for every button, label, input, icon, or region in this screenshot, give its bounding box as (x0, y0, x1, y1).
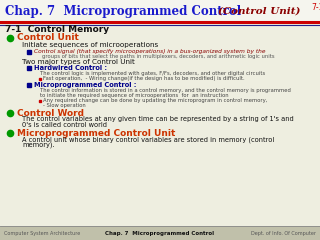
Text: Two major types of Control Unit: Two major types of Control Unit (22, 59, 135, 65)
Bar (0, 0, 320, 22)
Text: groups of bits that select the paths in multiplexers, decoders, and arithmetic l: groups of bits that select the paths in … (42, 54, 275, 59)
Text: Fast operation,  - Wiring change(if the design has to be modified) is difficult.: Fast operation, - Wiring change(if the d… (43, 76, 244, 81)
Text: - Slow operation: - Slow operation (43, 103, 86, 108)
Text: The control logic is implemented with gates, F/Fs, decoders, and other digital c: The control logic is implemented with ga… (40, 71, 265, 76)
Text: 7-1: 7-1 (311, 2, 320, 12)
Text: Any required change can be done by updating the microprogram in control memory,: Any required change can be done by updat… (43, 98, 268, 103)
Text: The control information is stored in a control memory, and the control memory is: The control information is stored in a c… (40, 88, 291, 93)
Text: A control unit whose binary control variables are stored in memory (control: A control unit whose binary control vari… (22, 136, 274, 143)
Text: (Control Unit): (Control Unit) (218, 6, 300, 16)
Text: Dept. of Info. Of Computer: Dept. of Info. Of Computer (251, 230, 316, 235)
Text: Microprogrammed Control Unit: Microprogrammed Control Unit (17, 128, 175, 138)
Bar (0, 226, 320, 240)
Text: Control Unit: Control Unit (17, 34, 79, 42)
Text: Control signal (that specify microoperations) in a bus-organized system by the: Control signal (that specify microoperat… (34, 49, 266, 54)
Text: 0's is called control world: 0's is called control world (22, 122, 107, 128)
Text: Chap. 7  Microprogrammed Control: Chap. 7 Microprogrammed Control (5, 5, 241, 18)
Text: Computer System Architecture: Computer System Architecture (4, 230, 80, 235)
Text: memory).: memory). (22, 142, 55, 148)
Text: Initiate sequences of microoperations: Initiate sequences of microoperations (22, 42, 158, 48)
Text: Chap. 7  Microprogrammed Control: Chap. 7 Microprogrammed Control (105, 230, 215, 235)
Text: Hardwired Control :: Hardwired Control : (34, 65, 107, 71)
Text: 7-1  Control Memory: 7-1 Control Memory (5, 25, 109, 35)
Text: to initiate the required sequence of microoperations  for  an instruction: to initiate the required sequence of mic… (40, 93, 228, 98)
Text: The control variables at any given time can be represented by a string of 1's an: The control variables at any given time … (22, 116, 294, 122)
Text: Microprogrammed Control :: Microprogrammed Control : (34, 82, 137, 88)
Text: Control Word: Control Word (17, 108, 84, 118)
